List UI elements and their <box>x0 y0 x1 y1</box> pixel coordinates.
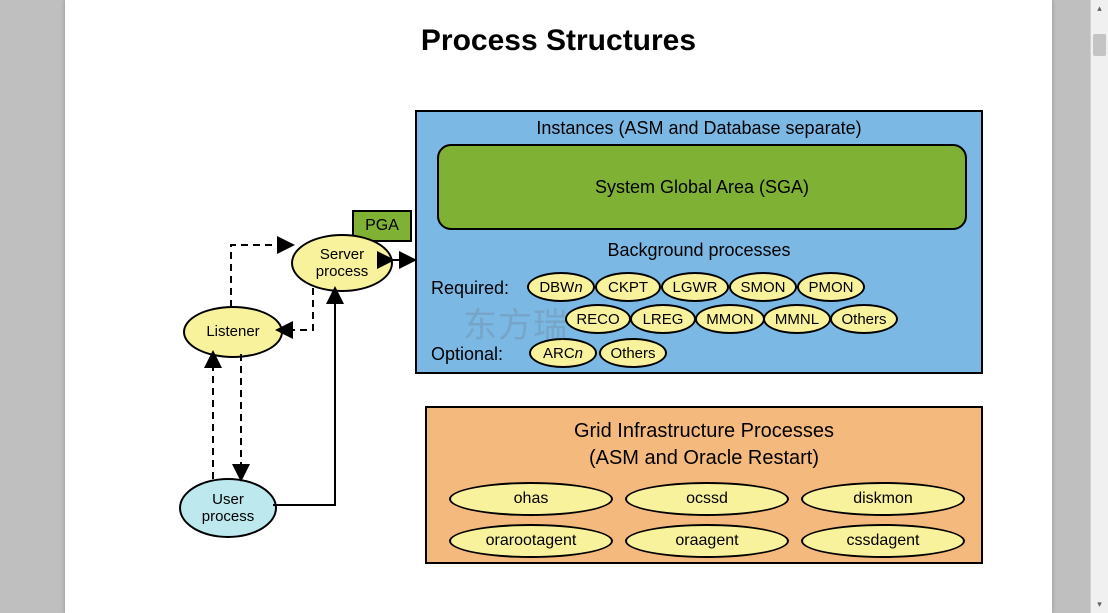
process-pill-others-opt: Others <box>599 338 667 368</box>
process-pill-smon: SMON <box>729 272 797 302</box>
watermark-text: 东方瑞 <box>463 298 568 347</box>
process-pill-mmon: MMON <box>695 304 765 334</box>
process-pill-others-req: Others <box>830 304 898 334</box>
grid-pill-orarootagent: orarootagent <box>449 524 613 558</box>
scroll-up-arrow-icon[interactable]: ▴ <box>1091 0 1108 17</box>
optional-label: Optional: <box>431 344 503 365</box>
grid-title-line2: (ASM and Oracle Restart) <box>589 447 819 469</box>
grid-pill-diskmon: diskmon <box>801 482 965 516</box>
listener-node: Listener <box>183 306 283 358</box>
user-process-label: Userprocess <box>202 491 255 526</box>
viewport: Process Structures Instances (ASM and Da… <box>0 0 1108 613</box>
user-process-node: Userprocess <box>179 478 277 538</box>
grid-pill-oraagent: oraagent <box>625 524 789 558</box>
process-pill-ckpt: CKPT <box>595 272 661 302</box>
grid-pill-cssdagent: cssdagent <box>801 524 965 558</box>
grid-container: Grid Infrastructure Processes (ASM and O… <box>425 406 983 564</box>
background-processes-heading: Background processes <box>417 240 981 261</box>
process-pill-pmon: PMON <box>797 272 865 302</box>
process-pill-lreg: LREG <box>630 304 696 334</box>
grid-title-line1: Grid Infrastructure Processes <box>574 420 834 442</box>
server-process-label: Serverprocess <box>316 246 369 281</box>
sga-box: System Global Area (SGA) <box>437 144 967 230</box>
document-page: Process Structures Instances (ASM and Da… <box>65 0 1052 613</box>
process-pill-lgwr: LGWR <box>661 272 729 302</box>
process-pill-reco: RECO <box>565 304 631 334</box>
vertical-scrollbar[interactable]: ▴ ▾ <box>1090 0 1108 613</box>
process-pill-mmnl: MMNL <box>763 304 831 334</box>
scroll-down-arrow-icon[interactable]: ▾ <box>1091 596 1108 613</box>
instances-title: Instances (ASM and Database separate) <box>417 118 981 139</box>
grid-pill-ohas: ohas <box>449 482 613 516</box>
scroll-thumb[interactable] <box>1093 34 1106 56</box>
server-process-node: Serverprocess <box>291 234 393 292</box>
grid-pill-ocssd: ocssd <box>625 482 789 516</box>
diagram-stage: Instances (ASM and Database separate) Sy… <box>65 0 1052 613</box>
grid-title: Grid Infrastructure Processes (ASM and O… <box>427 418 981 472</box>
required-label: Required: <box>431 278 509 299</box>
